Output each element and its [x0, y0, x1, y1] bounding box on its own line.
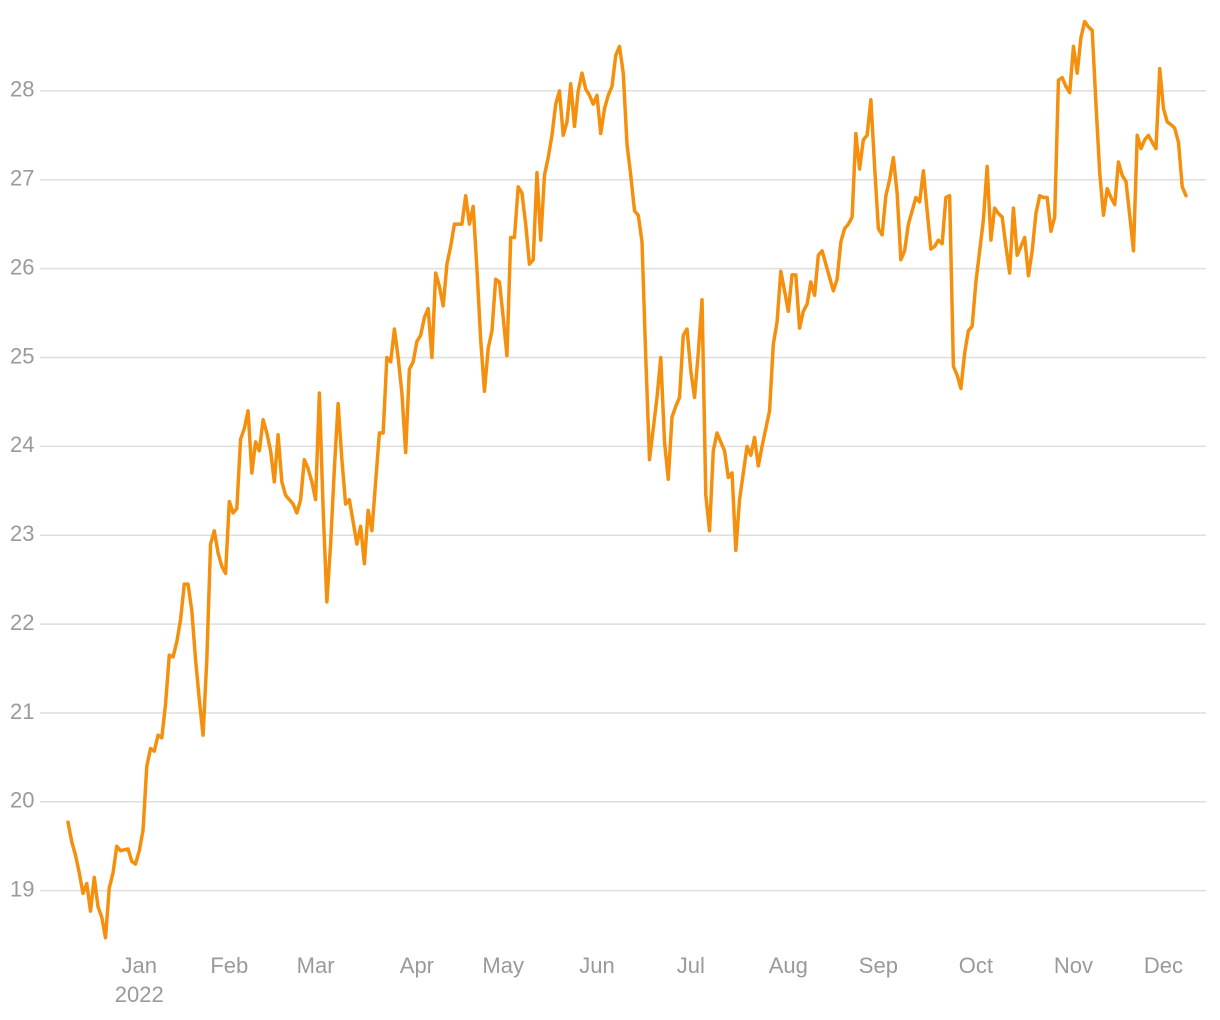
x-year-label: 2022: [115, 982, 164, 1007]
x-tick-label: Aug: [769, 953, 808, 978]
y-tick-label: 24: [10, 432, 34, 457]
y-tick-label: 23: [10, 521, 34, 546]
x-tick-label: Jul: [677, 953, 705, 978]
y-tick-label: 20: [10, 788, 34, 813]
x-tick-label: Mar: [297, 953, 335, 978]
y-tick-label: 25: [10, 343, 34, 368]
y-tick-label: 22: [10, 610, 34, 635]
x-tick-label: Jun: [579, 953, 614, 978]
line-series: [66, 19, 1188, 940]
x-tick-label: Nov: [1054, 953, 1093, 978]
x-tick-label: Feb: [210, 953, 248, 978]
x-tick-label: May: [482, 953, 524, 978]
x-tick-label: Jan: [122, 953, 157, 978]
x-tick-label: Apr: [400, 953, 434, 978]
x-tick-label: Oct: [959, 953, 993, 978]
y-tick-label: 26: [10, 254, 34, 279]
y-tick-label: 21: [10, 699, 34, 724]
y-tick-label: 19: [10, 876, 34, 901]
y-tick-label: 27: [10, 166, 34, 191]
x-tick-label: Sep: [859, 953, 898, 978]
y-tick-label: 28: [10, 77, 34, 102]
x-tick-label: Dec: [1144, 953, 1183, 978]
